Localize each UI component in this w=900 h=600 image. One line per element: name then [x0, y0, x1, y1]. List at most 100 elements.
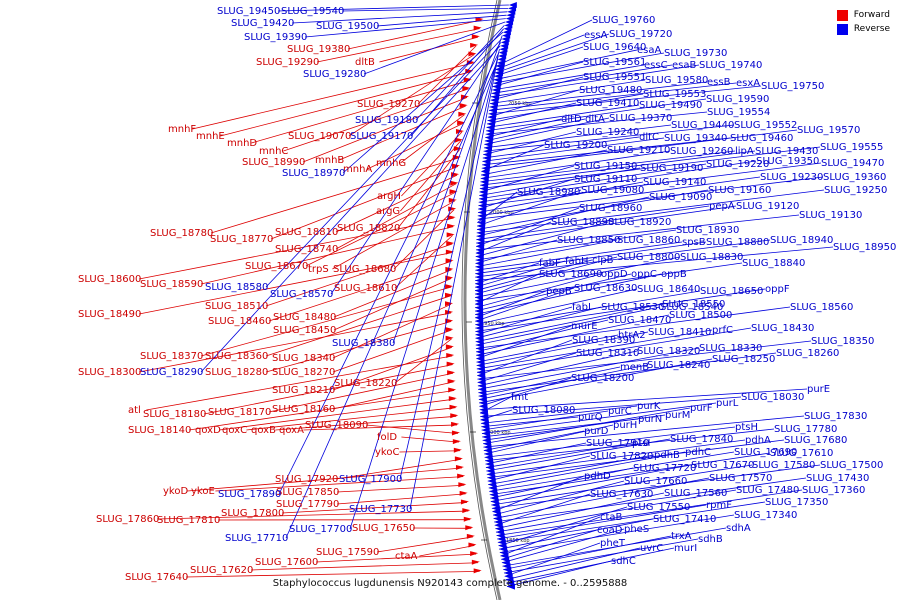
- forward-gene-label-slug-18280: SLUG_18280: [205, 367, 268, 378]
- reverse-leader-slug-18970: [342, 31, 504, 174]
- reverse-leader-slug-17410: [499, 518, 654, 550]
- forward-leader-trps: [332, 200, 456, 270]
- reverse-gene-label-slug-18290: SLUG_18290: [140, 367, 203, 378]
- reverse-leader-slug-18080: [480, 409, 513, 421]
- forward-leader-slug-18680: [393, 209, 455, 270]
- forward-leader-slug-18490: [138, 252, 452, 315]
- reverse-gene-label-slug-17900: SLUG_17900: [339, 474, 402, 485]
- reverse-gene-label-slug-17550: SLUG_17550: [627, 502, 690, 513]
- forward-leader-slug-19070: [348, 54, 475, 137]
- reverse-leader-slug-19730: [493, 52, 665, 84]
- reverse-leader-slug-19340: [482, 137, 665, 162]
- reverse-gene-label-trxa: trxA: [671, 531, 692, 542]
- forward-leader-slug-18780: [210, 157, 459, 234]
- reverse-gene-label-slug-19080: SLUG_19080: [581, 185, 644, 196]
- reverse-leader-slug-17340: [499, 514, 735, 553]
- reverse-leader-essa: [495, 34, 585, 70]
- reverse-leader-slug-19350: [478, 160, 757, 203]
- forward-swatch: [836, 9, 848, 21]
- reverse-leader-slug-18890: [475, 221, 552, 254]
- forward-leader-slug-19290: [316, 28, 480, 63]
- forward-leader-slug-18590: [200, 226, 454, 285]
- forward-gene-glyph-qoxb: [450, 413, 459, 419]
- reverse-gene-label-slug-19552: SLUG_19552: [734, 120, 797, 131]
- reverse-leader-slug-19370: [484, 117, 610, 145]
- reverse-gene-label-slug-18920: SLUG_18920: [608, 217, 671, 228]
- forward-gene-label-slug-18680: SLUG_18680: [333, 264, 396, 275]
- forward-gene-label-slug-18220: SLUG_18220: [334, 378, 397, 389]
- reverse-gene-label-clpb: clpB: [592, 255, 614, 266]
- reverse-leader-slug-19250: [476, 189, 825, 234]
- reverse-leader-slug-18840: [474, 262, 743, 302]
- forward-gene-label-mnhc: mnhC: [259, 146, 288, 157]
- forward-gene-label-slug-17850: SLUG_17850: [276, 487, 339, 498]
- reverse-leader-purd: [483, 430, 585, 451]
- reverse-gene-label-oppc: oppC: [631, 269, 657, 280]
- reverse-gene-label-slug-19580: SLUG_19580: [645, 75, 708, 86]
- forward-leader-slug-17860: [156, 510, 469, 520]
- reverse-leader-oppd: [474, 273, 602, 309]
- reverse-leader-slug-18390: [477, 339, 573, 377]
- reverse-gene-label-slug-19470: SLUG_19470: [821, 158, 884, 169]
- reverse-gene-label-sdhc: sdhC: [611, 556, 636, 567]
- reverse-gene-label-pdha: pdhA: [745, 435, 771, 446]
- reverse-gene-label-sdha: sdhA: [726, 523, 751, 534]
- forward-gene-label-atl: atl: [128, 405, 141, 416]
- reverse-leader-slug-17840: [486, 438, 671, 472]
- reverse-gene-label-lipa: lipA: [735, 146, 754, 157]
- gene-labels: SLUG_19380 SLUG_19290 dltB SLUG_19270 SLUG_1…: [78, 6, 896, 583]
- forward-gene-label-slug-18670: SLUG_18670: [245, 261, 308, 272]
- forward-leader-slug-18990: [302, 97, 468, 163]
- reverse-leader-slug-19640: [494, 46, 584, 77]
- reverse-leader-mure: [476, 325, 572, 360]
- forward-leader-mnha: [367, 123, 464, 170]
- reverse-leader-slug-19460: [482, 137, 731, 166]
- reverse-gene-label-slug-19220: SLUG_19220: [706, 159, 769, 170]
- forward-gene-label-trps: trpS: [308, 264, 329, 275]
- reverse-gene-label-slug-17360: SLUG_17360: [802, 485, 865, 496]
- reverse-leader-slug-19760: [496, 19, 593, 67]
- reverse-leader-pdhc: [488, 451, 686, 489]
- forward-gene-glyph-slug-17600: [470, 551, 479, 557]
- reverse-leader-slug-18310: [477, 352, 577, 383]
- reverse-gene-label-pdhc: pdhC: [685, 447, 711, 458]
- reverse-gene-label-prfc: prfC: [712, 325, 733, 336]
- reverse-leader-slug-18410: [476, 331, 649, 366]
- reverse-leader-slug-19440: [483, 124, 672, 149]
- reverse-leader-slug-18550: [475, 303, 663, 343]
- forward-leader-slug-17790: [336, 493, 466, 505]
- reverse-leader-essc: [492, 64, 645, 91]
- reverse-leader-slug-19390: [304, 18, 506, 38]
- reverse-gene-label-slug-18860: SLUG_18860: [617, 235, 680, 246]
- reverse-gene-label-slug-19440: SLUG_19440: [671, 120, 734, 131]
- reverse-gene-label-slug-19740: SLUG_19740: [699, 60, 762, 71]
- tick-1850: 1850 kbp: [506, 538, 530, 544]
- reverse-gene-label-slug-19760: SLUG_19760: [592, 15, 655, 26]
- reverse-gene-label-slug-17780: SLUG_17780: [774, 424, 837, 435]
- reverse-gene-label-slug-19561: SLUG_19561: [583, 57, 646, 68]
- reverse-gene-label-pdhd: pdhD: [584, 471, 611, 482]
- reverse-leader-slug-19490: [486, 104, 640, 128]
- reverse-gene-label-slug-17690: SLUG_17690: [734, 447, 797, 458]
- forward-leader-argh: [401, 131, 463, 197]
- reverse-gene-label-slug-17830: SLUG_17830: [804, 411, 867, 422]
- reverse-gene-label-slug-18890: SLUG_18890: [551, 217, 614, 228]
- reverse-leader-slug-17900: [399, 49, 500, 480]
- reverse-leader-slug-19110: [478, 178, 575, 210]
- reverse-leader-slug-17700: [349, 59, 498, 530]
- reverse-gene-label-slug-17680: SLUG_17680: [784, 435, 847, 446]
- forward-gene-label-slug-18300: SLUG_18300: [78, 367, 141, 378]
- forward-gene-glyph-qoxc: [449, 404, 458, 410]
- reverse-leader-slug-17710: [285, 62, 498, 539]
- forward-gene-label-slug-17920: SLUG_17920: [275, 474, 338, 485]
- forward-gene-glyph-slug-17800: [460, 499, 469, 505]
- forward-leader-slug-18170: [268, 372, 454, 413]
- reverse-gene-label-purh: purH: [613, 420, 637, 431]
- reverse-gene-label-slug-18240: SLUG_18240: [647, 360, 710, 371]
- forward-gene-label-slug-18210: SLUG_18210: [272, 385, 335, 396]
- forward-leader-slug-17620: [250, 562, 478, 571]
- reverse-leader-slug-19420: [291, 11, 508, 24]
- forward-gene-glyph-slug-18680: [448, 206, 457, 212]
- reverse-gene-label-slug-19390: SLUG_19390: [244, 32, 307, 43]
- reverse-leader-slug-19540: [341, 8, 509, 12]
